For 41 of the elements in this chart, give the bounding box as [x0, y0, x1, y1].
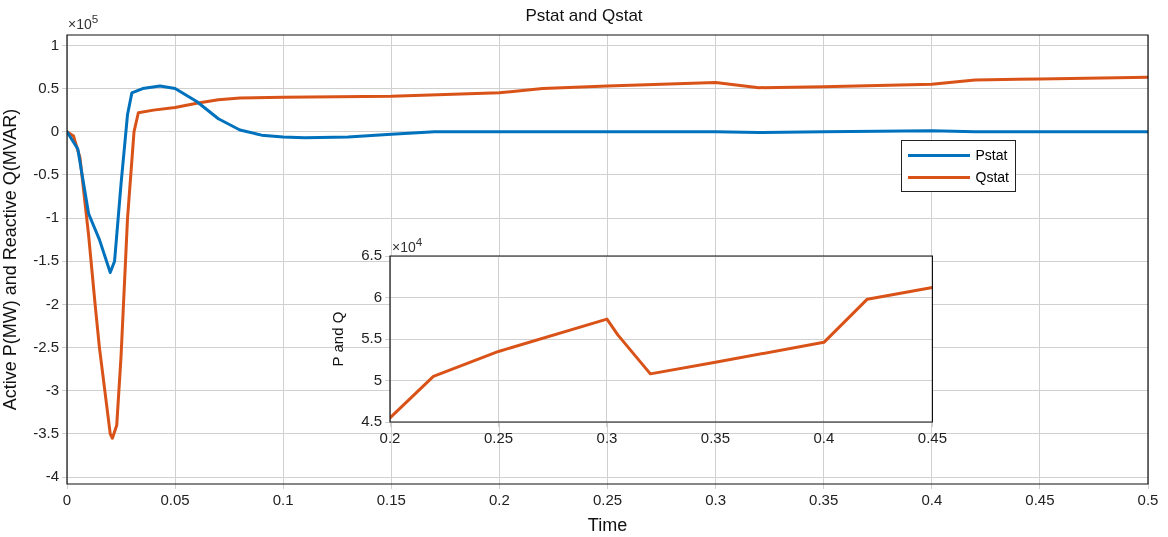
x-tick-label: 0.35	[809, 491, 839, 509]
x-tick-label: 0.3	[705, 491, 727, 509]
x-tick-label: 0.15	[376, 491, 406, 509]
x-axis-title: Time	[587, 515, 628, 536]
annotation: ×10$^{4}$	[392, 235, 423, 255]
y-axis-title: P and Q	[329, 311, 347, 367]
y-tick-label: -4	[45, 467, 59, 485]
x-tick-label: 0	[62, 491, 72, 509]
y-tick-label: 0	[50, 121, 59, 139]
y-axis-title: Active P(MW) and Reactive Q(MVAR)	[0, 108, 20, 411]
legend-label: Pstat	[975, 147, 1008, 163]
y-tick-label: -3	[45, 380, 59, 398]
x-tick-label: 0.2	[379, 429, 401, 447]
x-tick-label: 0.3	[596, 429, 618, 447]
y-tick-label: -2.5	[33, 337, 59, 355]
x-tick-label: 0.35	[700, 429, 731, 447]
y-tick-label: -2	[45, 294, 59, 312]
legend-label: Qstat	[975, 169, 1009, 185]
y-tick-label: 5	[373, 370, 382, 388]
x-tick-label: 0.1	[272, 491, 294, 509]
y-tick-label: 5.5	[361, 329, 382, 347]
chart-title: Pstat and Qstat	[525, 6, 643, 25]
x-tick-label: 0.4	[813, 429, 835, 447]
y-tick-label: 4.5	[361, 412, 382, 430]
y-tick-label: -1.5	[33, 251, 59, 269]
y-tick-label: 0.5	[38, 78, 59, 96]
x-tick-label: 0.2	[488, 491, 510, 509]
y-tick-label: 6.5	[361, 246, 382, 264]
x-tick-label: 0.05	[160, 491, 190, 509]
y-tick-label: -0.5	[33, 165, 59, 183]
y-tick-label: -1	[45, 208, 59, 226]
x-tick-label: 0.45	[1025, 491, 1055, 509]
y-tick-label: 1	[50, 35, 59, 53]
y-tick-label: 6	[373, 287, 382, 305]
x-tick-label: 0.45	[917, 429, 947, 447]
text: ×10$^{5}$	[68, 12, 99, 32]
x-tick-label: 0.25	[483, 429, 514, 447]
x-tick-label: 0.25	[592, 491, 623, 509]
y-tick-label: -3.5	[33, 424, 59, 442]
x-tick-label: 0.5	[1137, 491, 1159, 509]
x-tick-label: 0.4	[921, 491, 943, 509]
